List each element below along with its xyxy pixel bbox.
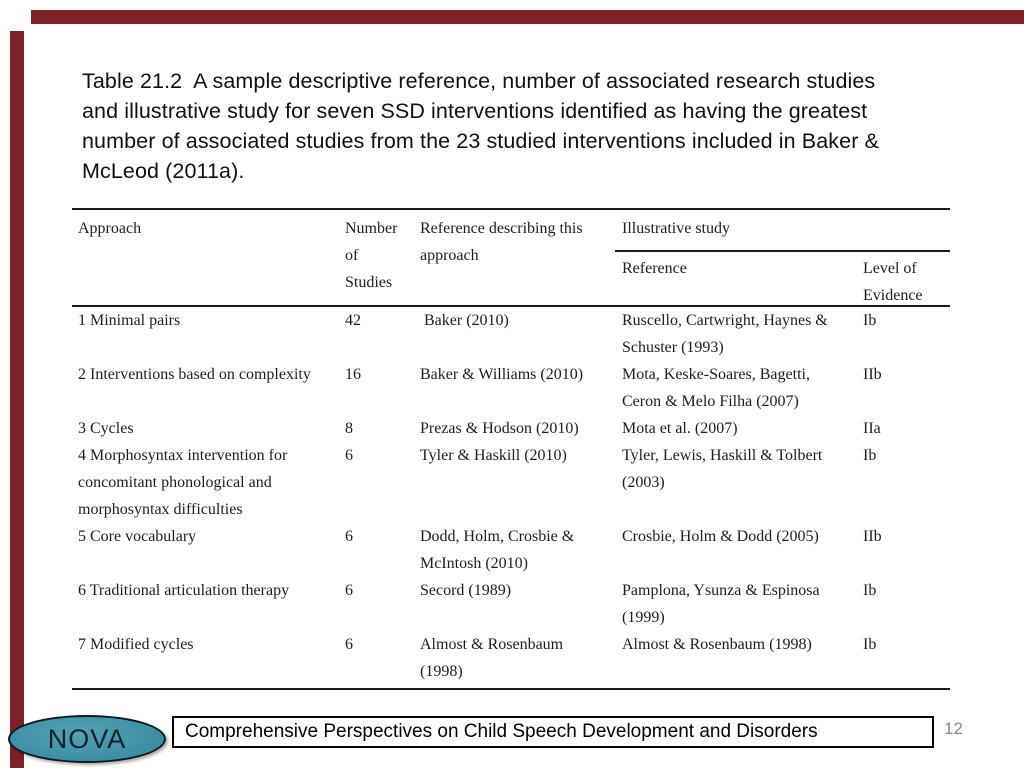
cell-level-of-evidence: Ib: [863, 447, 877, 464]
footer-title-text: Comprehensive Perspectives on Child Spee…: [185, 721, 818, 742]
table-top-border: [72, 208, 950, 210]
table-row: 6 Traditional articulation therapy 6 Sec…: [72, 577, 950, 631]
interventions-table: Approach Number of Studies Reference des…: [72, 208, 950, 694]
cell-illustrative-reference: Mota et al. (2007): [622, 420, 738, 437]
cell-num-studies: 6: [345, 528, 353, 545]
column-header-illustrative-study: Illustrative study: [622, 220, 730, 237]
cell-approach: 6 Traditional articulation therapy: [78, 582, 290, 599]
nova-logo: NOVA: [8, 715, 166, 763]
table-body: 1 Minimal pairs 42 Baker (2010) Ruscello…: [72, 307, 950, 685]
cell-reference: Baker (2010): [420, 312, 509, 329]
cell-num-studies: 42: [345, 312, 361, 329]
cell-approach: 5 Core vocabulary: [78, 528, 197, 545]
cell-num-studies: 16: [345, 366, 361, 383]
column-header-reference-describing: Reference describing this approach: [420, 220, 583, 264]
table-bottom-border: [72, 688, 950, 690]
slide-title: Table 21.2 A sample descriptive referenc…: [82, 69, 879, 183]
cell-reference: Secord (1989): [420, 582, 512, 599]
cell-num-studies: 6: [345, 447, 353, 464]
column-header-approach: Approach: [78, 220, 142, 237]
cell-level-of-evidence: IIb: [863, 366, 882, 383]
cell-approach: 7 Modified cycles: [78, 636, 194, 653]
footer-title-box: Comprehensive Perspectives on Child Spee…: [172, 716, 934, 748]
cell-num-studies: 6: [345, 582, 353, 599]
column-header-illustrative-reference: Reference: [622, 260, 687, 277]
table-row: 4 Morphosyntax intervention for concomit…: [72, 442, 950, 523]
page-number: 12: [944, 719, 963, 738]
cell-illustrative-reference: Tyler, Lewis, Haskill & Tolbert (2003): [622, 447, 823, 491]
cell-reference: Almost & Rosenbaum (1998): [420, 636, 564, 680]
cell-approach: 3 Cycles: [78, 420, 134, 437]
cell-level-of-evidence: IIa: [863, 420, 881, 437]
cell-level-of-evidence: Ib: [863, 636, 877, 653]
cell-illustrative-reference: Crosbie, Holm & Dodd (2005): [622, 528, 819, 545]
nova-logo-text: NOVA: [47, 723, 127, 754]
cell-illustrative-reference: Pamplona, Ysunza & Espinosa (1999): [622, 582, 820, 626]
table-row: 1 Minimal pairs 42 Baker (2010) Ruscello…: [72, 307, 950, 361]
table-row: 5 Core vocabulary 6 Dodd, Holm, Crosbie …: [72, 523, 950, 577]
table-header-divider: [72, 305, 950, 307]
cell-level-of-evidence: Ib: [863, 582, 877, 599]
cell-approach: 1 Minimal pairs: [78, 312, 181, 329]
cell-illustrative-reference: Almost & Rosenbaum (1998): [622, 636, 812, 653]
column-header-level-of-evidence: Level of Evidence: [863, 260, 923, 304]
cell-illustrative-reference: Ruscello, Cartwright, Haynes & Schuster …: [622, 312, 828, 356]
column-header-number-of-studies: Number of Studies: [345, 220, 398, 291]
cell-reference: Prezas & Hodson (2010): [420, 420, 579, 437]
cell-approach: 2 Interventions based on complexity: [78, 366, 311, 383]
cell-num-studies: 6: [345, 636, 353, 653]
accent-bar-left: [10, 31, 24, 768]
table-row: 2 Interventions based on complexity 16 B…: [72, 361, 950, 415]
cell-reference: Dodd, Holm, Crosbie & McIntosh (2010): [420, 528, 575, 572]
table-row: 7 Modified cycles 6 Almost & Rosenbaum (…: [72, 631, 950, 685]
cell-illustrative-reference: Mota, Keske-Soares, Bagetti, Ceron & Mel…: [622, 366, 810, 410]
cell-reference: Baker & Williams (2010): [420, 366, 584, 383]
cell-level-of-evidence: Ib: [863, 312, 877, 329]
table-row: 3 Cycles 8 Prezas & Hodson (2010) Mota e…: [72, 415, 950, 442]
accent-bar-top: [31, 10, 1024, 24]
cell-approach: 4 Morphosyntax intervention for concomit…: [78, 447, 288, 518]
cell-num-studies: 8: [345, 420, 353, 437]
illustrative-subheader-divider: [615, 250, 950, 252]
cell-level-of-evidence: IIb: [863, 528, 882, 545]
cell-reference: Tyler & Haskill (2010): [420, 447, 567, 464]
